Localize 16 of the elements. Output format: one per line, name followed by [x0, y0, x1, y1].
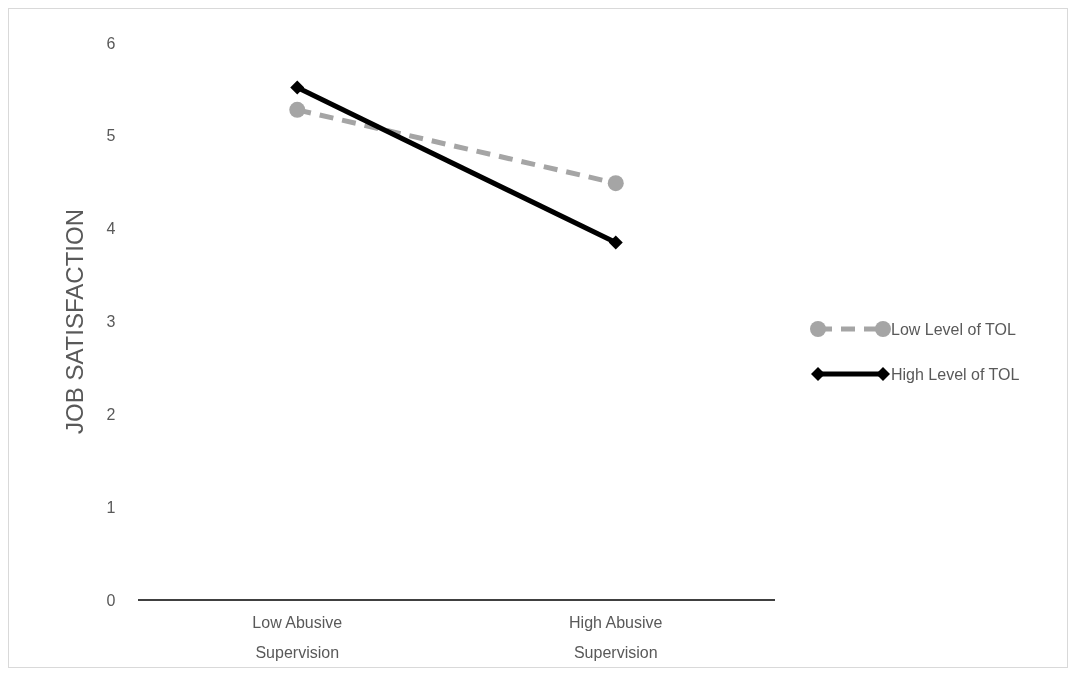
y-tick-label: 1 [106, 498, 116, 516]
y-tick-label: 4 [106, 220, 116, 238]
point [290, 80, 305, 95]
y-tick-label: 5 [106, 127, 116, 145]
x-tick-label: High Abusive Supervision [569, 614, 663, 661]
point [289, 101, 306, 118]
point [607, 175, 624, 192]
y-tick-label: 2 [106, 405, 116, 423]
y-tick-label: 3 [106, 313, 116, 331]
y-tick-label: 0 [106, 591, 116, 609]
y-tick-label: 6 [106, 34, 116, 52]
x-tick-label: Low Abusive Supervision [252, 614, 343, 661]
legend-label: Low Level of TOL [891, 320, 1016, 338]
y-axis-title: JOB SATISFACTION [61, 209, 88, 434]
point [608, 235, 623, 250]
legend-label: High Level of TOL [891, 365, 1020, 383]
